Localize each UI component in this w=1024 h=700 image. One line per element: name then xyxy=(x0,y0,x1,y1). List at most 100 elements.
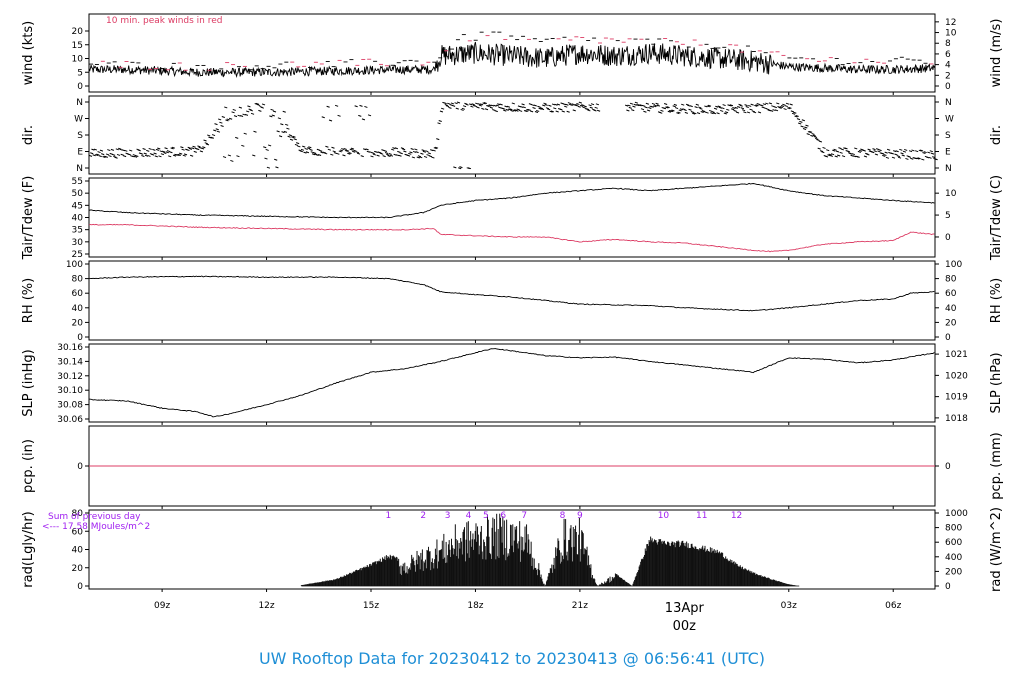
dir-mark xyxy=(548,104,552,107)
dir-mark xyxy=(589,106,593,109)
dir-mark xyxy=(576,102,580,105)
dir-mark xyxy=(596,109,601,112)
dir-mark xyxy=(433,147,437,150)
dir-mark xyxy=(423,155,428,158)
dir-mark xyxy=(504,105,508,108)
dir-mark xyxy=(91,148,95,151)
dir-mark xyxy=(841,155,846,158)
dir-mark xyxy=(294,143,299,146)
dir-mark xyxy=(265,148,269,151)
dir-mark xyxy=(856,155,860,158)
dir-mark xyxy=(745,106,749,109)
dir-mark xyxy=(102,156,106,159)
dir-mark xyxy=(276,130,280,133)
dir-mark xyxy=(300,148,305,151)
dir-mark xyxy=(311,153,316,156)
ytick-label-right: 0 xyxy=(945,333,951,343)
dir-mark xyxy=(907,155,912,158)
ytick-label-left: 20 xyxy=(72,564,84,574)
dir-mark xyxy=(133,155,138,158)
dir-mark xyxy=(755,104,759,107)
dir-mark xyxy=(534,111,539,113)
ytick-label-left: 80 xyxy=(72,509,84,519)
dir-mark xyxy=(109,152,113,155)
dir-mark xyxy=(347,152,351,155)
dir-mark xyxy=(189,154,194,157)
dir-mark xyxy=(304,147,308,150)
ytick-label-right: 20 xyxy=(945,318,957,328)
ylabel-right: RH (%) xyxy=(989,278,1004,323)
dir-mark xyxy=(724,111,729,114)
dir-mark xyxy=(107,149,111,152)
dir-mark xyxy=(508,108,512,111)
dir-mark xyxy=(801,119,805,122)
dir-mark xyxy=(739,104,743,107)
dir-mark xyxy=(780,104,785,107)
dir-mark xyxy=(221,115,225,118)
dir-mark xyxy=(646,109,651,112)
ytick-label-right: N xyxy=(945,164,952,174)
rad-hour-mark: 7 xyxy=(521,511,527,521)
dir-mark xyxy=(681,103,685,106)
ytick-label-left: 30.14 xyxy=(57,357,83,367)
panel-frame xyxy=(88,177,936,258)
dir-mark xyxy=(328,119,333,122)
dir-mark xyxy=(908,150,913,153)
dir-mark xyxy=(748,104,752,107)
ytick-label-left: N xyxy=(76,164,83,174)
dir-mark xyxy=(835,150,840,153)
dir-mark xyxy=(671,109,675,112)
dir-mark xyxy=(282,110,286,113)
ytick-label-right: S xyxy=(945,131,951,141)
ytick-label-right: 0 xyxy=(945,462,951,472)
rad-hour-mark: 3 xyxy=(445,511,451,521)
dir-mark xyxy=(810,134,814,137)
dir-mark xyxy=(721,107,725,110)
dir-mark xyxy=(180,146,184,149)
weather-chart: wind (kts) wind (m/s)0510152002468101210 … xyxy=(21,13,1004,634)
dir-mark xyxy=(734,106,738,109)
dir-mark xyxy=(120,153,124,156)
dir-mark xyxy=(267,144,272,147)
dir-mark xyxy=(910,157,914,160)
dir-mark xyxy=(756,102,760,105)
dir-mark xyxy=(218,118,222,121)
dir-mark xyxy=(715,105,719,108)
dir-mark xyxy=(866,153,870,156)
dir-mark xyxy=(146,149,150,152)
dir-mark xyxy=(155,148,160,151)
dir-mark xyxy=(582,106,586,109)
dir-mark xyxy=(193,150,197,153)
dir-mark xyxy=(521,103,525,106)
dir-mark xyxy=(593,109,597,112)
dir-mark xyxy=(200,147,205,150)
dir-mark xyxy=(783,108,787,111)
dir-mark xyxy=(416,156,420,159)
dir-mark xyxy=(872,148,876,151)
dir-mark xyxy=(228,117,233,120)
dir-mark xyxy=(148,147,152,150)
dir-mark xyxy=(360,155,364,158)
dir-mark xyxy=(470,105,474,108)
dir-mark xyxy=(448,106,452,109)
dir-mark xyxy=(211,134,216,137)
dir-mark xyxy=(890,152,894,155)
dir-mark xyxy=(465,103,469,106)
dir-mark xyxy=(798,122,802,125)
dir-mark xyxy=(550,110,554,113)
dir-mark xyxy=(342,154,346,157)
dir-mark xyxy=(365,148,369,151)
dir-mark xyxy=(355,151,360,154)
dir-mark xyxy=(512,109,517,112)
dir-mark xyxy=(717,105,721,108)
dir-mark xyxy=(356,152,361,155)
ytick-label-left: 35 xyxy=(72,226,83,236)
day-marker-time: 00z xyxy=(673,619,697,634)
ytick-label-left: 15 xyxy=(72,41,83,51)
dir-mark xyxy=(204,142,208,145)
dir-mark xyxy=(210,136,215,139)
dir-mark xyxy=(281,131,285,134)
dir-mark xyxy=(353,149,357,152)
dir-mark xyxy=(302,145,306,148)
dir-mark xyxy=(473,105,478,108)
